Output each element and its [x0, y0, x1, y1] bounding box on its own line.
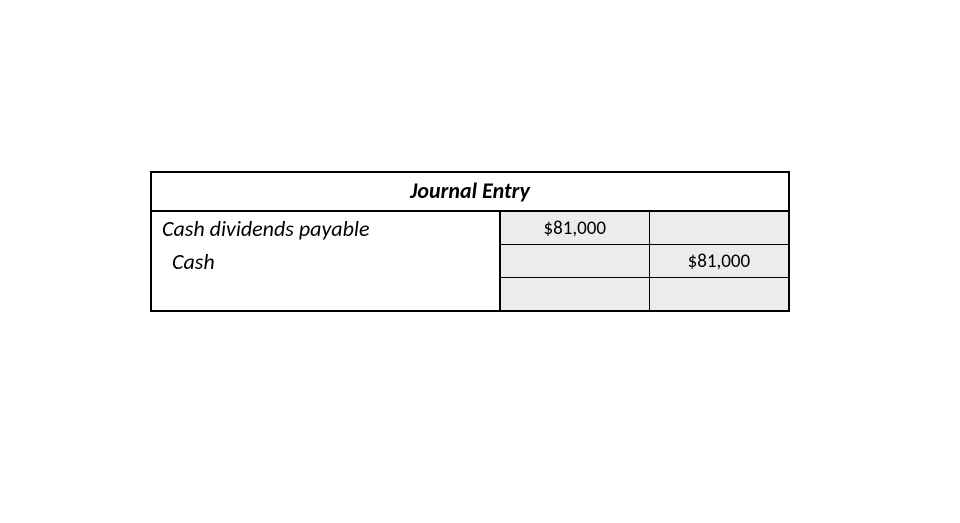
- account-cell: Cash dividends payable Cash: [151, 211, 500, 311]
- credit-cell: [649, 211, 789, 245]
- table-row: Cash dividends payable Cash $81,000: [151, 211, 789, 245]
- table-header-row: Journal Entry: [151, 172, 789, 211]
- debit-cell: $81,000: [500, 211, 650, 245]
- journal-entry-table-wrap: Journal Entry Cash dividends payable Cas…: [150, 171, 790, 312]
- account-line-2: Cash: [162, 245, 491, 278]
- credit-cell: [649, 278, 789, 312]
- credit-cell: $81,000: [649, 245, 789, 278]
- debit-cell: [500, 278, 650, 312]
- table-title: Journal Entry: [151, 172, 789, 211]
- journal-entry-table: Journal Entry Cash dividends payable Cas…: [150, 171, 790, 312]
- account-line-1: Cash dividends payable: [162, 215, 370, 242]
- debit-cell: [500, 245, 650, 278]
